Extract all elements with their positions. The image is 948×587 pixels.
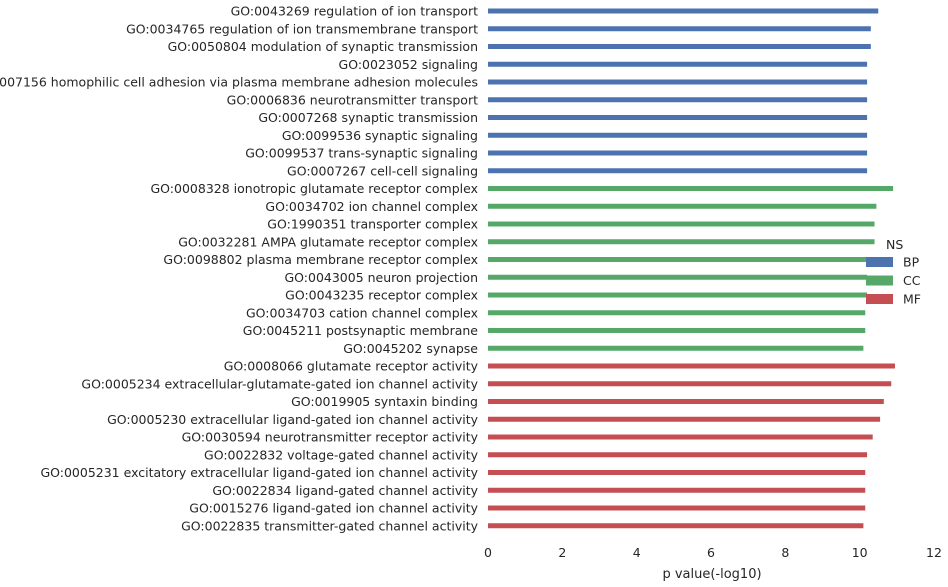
category-label: GO:0099537 trans-synaptic signaling — [245, 146, 478, 161]
x-tick-label: 4 — [633, 545, 641, 560]
category-labels: GO:0043269 regulation of ion transport GO… — [0, 4, 479, 534]
bar-14 — [488, 239, 875, 245]
category-label: GO:0050804 modulation of synaptic transm… — [168, 39, 478, 54]
bar-29 — [488, 505, 866, 511]
category-label: GO:0034765 regulation of ion transmembra… — [126, 21, 478, 36]
category-label: GO:0015276 ligand-gated ion channel acti… — [189, 501, 478, 516]
legend-label-mf: MF — [903, 292, 921, 307]
bar-12 — [488, 203, 877, 209]
category-label: GO:0008066 glutamate receptor activity — [224, 359, 479, 374]
bar-1 — [488, 8, 879, 14]
bar-21 — [488, 363, 895, 369]
category-label: GO:0022834 ligand-gated channel activity — [212, 483, 478, 498]
legend-label-cc: CC — [903, 273, 921, 288]
legend-swatch-cc — [866, 275, 893, 286]
category-label: GO:0005231 excitatory extracellular liga… — [40, 465, 478, 480]
category-label: GO:0043235 receptor complex — [285, 288, 478, 303]
bar-8 — [488, 132, 868, 138]
x-axis-title: p value(-log10) — [662, 567, 761, 582]
bar-10 — [488, 168, 868, 174]
category-label: GO:0022832 voltage-gated channel activit… — [204, 447, 479, 462]
bar-9 — [488, 150, 868, 156]
category-label: GO:0045211 postsynaptic membrane — [243, 323, 479, 338]
bars-group — [488, 8, 895, 529]
bar-24 — [488, 416, 881, 422]
category-label: GO:0006836 neurotransmitter transport — [227, 92, 478, 107]
bar-7 — [488, 115, 868, 120]
x-tick-label: 12 — [926, 545, 942, 560]
bar-22 — [488, 381, 892, 387]
bar-2 — [488, 26, 871, 32]
category-label: GO:0022835 transmitter-gated channel act… — [181, 518, 478, 533]
category-label: GO:0007267 cell-cell signaling — [287, 163, 478, 178]
bar-28 — [488, 487, 866, 493]
x-tick-label: 8 — [781, 545, 789, 560]
legend-title: NS — [886, 237, 903, 252]
category-label: GO:0034702 ion channel complex — [265, 199, 478, 214]
x-axis: 0 2 4 6 8 10 12 — [484, 545, 942, 560]
x-tick-label: 2 — [558, 545, 566, 560]
bar-3 — [488, 44, 871, 49]
bar-19 — [488, 328, 866, 333]
x-tick-label: 0 — [484, 545, 492, 560]
bar-16 — [488, 274, 868, 280]
category-label: GO:0030594 neurotransmitter receptor act… — [182, 430, 479, 445]
legend-swatch-bp — [866, 257, 893, 267]
bar-20 — [488, 345, 864, 351]
bar-17 — [488, 292, 868, 298]
bar-6 — [488, 97, 868, 103]
category-label: GO:1990351 transporter complex — [267, 217, 478, 232]
bar-4 — [488, 61, 868, 67]
category-label: GO:0007268 synaptic transmission — [258, 110, 478, 125]
category-label: GO:0005234 extracellular-glutamate-gated… — [81, 376, 478, 391]
x-tick-label: 6 — [707, 545, 715, 560]
bar-27 — [488, 470, 866, 475]
bar-25 — [488, 434, 873, 440]
category-label: GO:0045202 synapse — [343, 341, 478, 356]
x-tick-label: 10 — [852, 545, 868, 560]
category-label: GO:0019905 syntaxin binding — [291, 394, 478, 409]
bar-26 — [488, 452, 868, 458]
category-label: GO:0008328 ionotropic glutamate receptor… — [151, 181, 479, 196]
category-label: GO:0099536 synaptic signaling — [282, 128, 478, 143]
bar-13 — [488, 221, 875, 227]
category-label: GO:0007156 homophilic cell adhesion via … — [0, 75, 478, 90]
legend-swatch-mf — [866, 294, 893, 304]
category-label: GO:0034703 cation channel complex — [246, 305, 478, 320]
category-label: GO:0098802 plasma membrane receptor comp… — [163, 252, 478, 267]
bar-5 — [488, 79, 868, 85]
category-label: GO:0043005 neuron projection — [284, 270, 478, 285]
category-label: GO:0005230 extracellular ligand-gated io… — [107, 412, 479, 427]
legend: NS BP CC MF — [866, 237, 921, 307]
bar-30 — [488, 523, 864, 529]
category-label: GO:0043269 regulation of ion transport — [231, 4, 479, 19]
category-label: GO:0032281 AMPA glutamate receptor compl… — [178, 234, 478, 249]
bar-23 — [488, 399, 884, 404]
legend-label-bp: BP — [903, 255, 920, 270]
bar-11 — [488, 186, 894, 191]
category-label: GO:0023052 signaling — [339, 57, 478, 72]
bar-18 — [488, 310, 866, 316]
bar-15 — [488, 257, 868, 262]
